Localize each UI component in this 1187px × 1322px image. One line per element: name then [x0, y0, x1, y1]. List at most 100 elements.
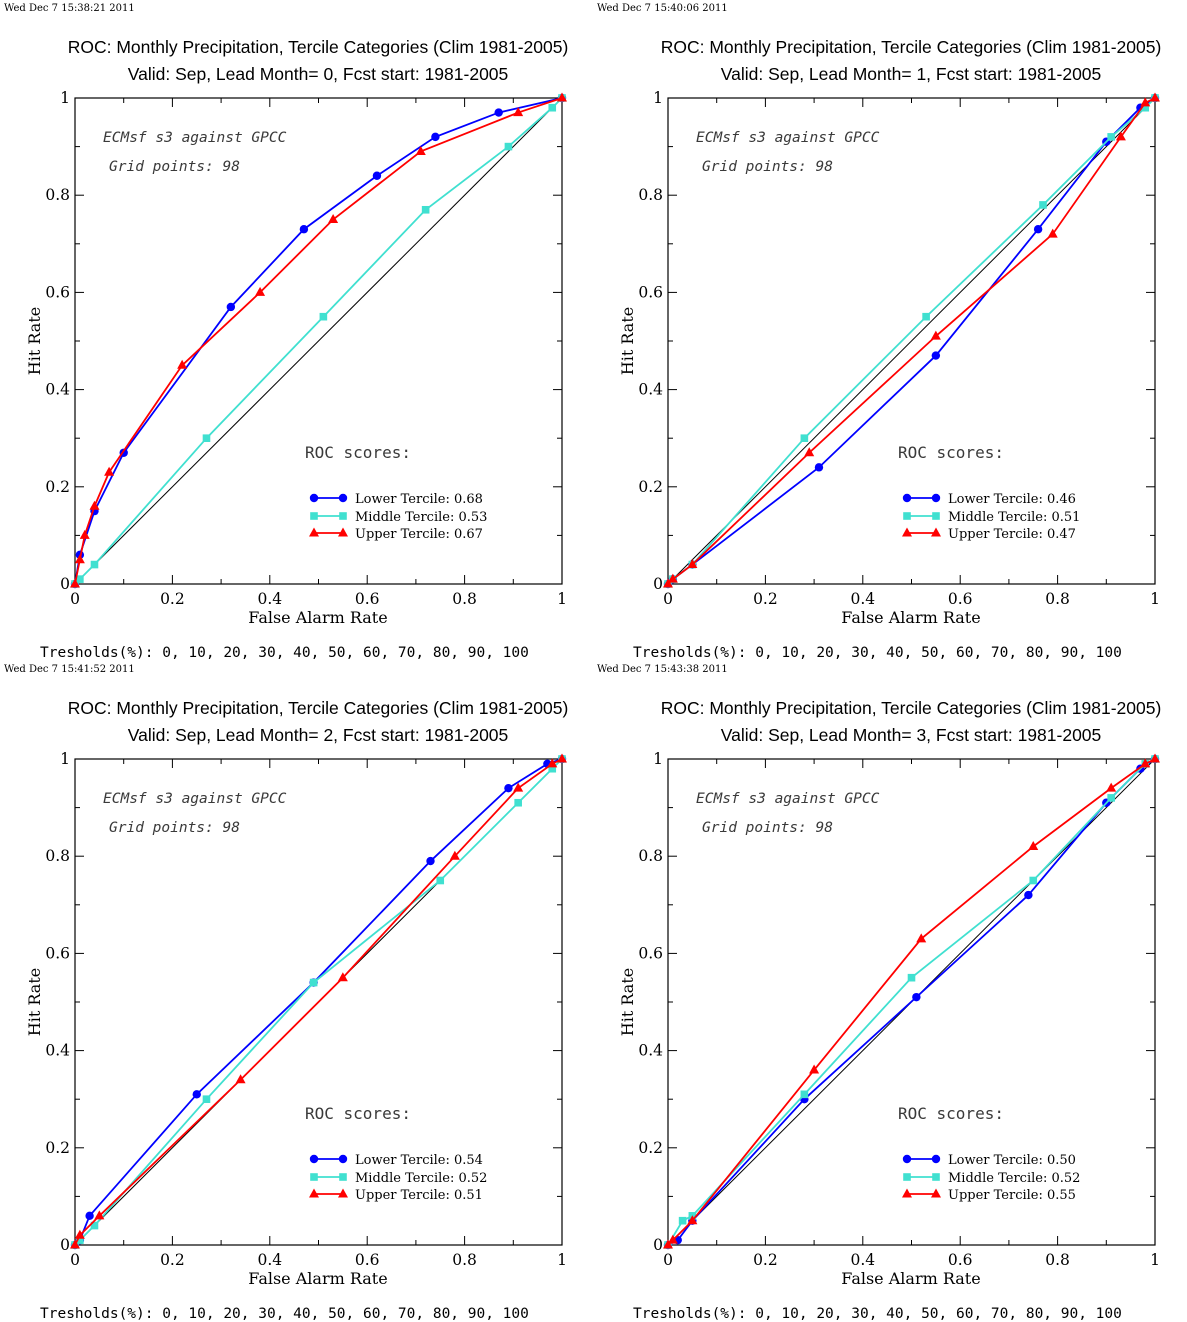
data-point-middle [436, 876, 445, 885]
data-point-middle [202, 434, 211, 442]
data-point-upper [337, 972, 348, 982]
chart-title: ROC: Monthly Precipitation, Tercile Cate… [661, 698, 1162, 718]
data-point-upper [449, 850, 460, 860]
legend-marker-upper [902, 527, 912, 537]
legend-marker-upper [931, 527, 941, 537]
data-point-middle [90, 560, 99, 569]
roc-scores-heading: ROC scores: [305, 1104, 411, 1123]
legend-marker-lower [902, 493, 912, 503]
thresholds-text: Tresholds(%): 0, 10, 20, 30, 40, 50, 60,… [633, 1306, 1122, 1322]
data-point-upper [235, 1074, 246, 1084]
legend-label-upper: Upper Tercile: 0.51 [355, 1188, 483, 1203]
legend-label-upper: Upper Tercile: 0.47 [948, 527, 1076, 542]
data-point-lower [494, 108, 503, 117]
legend-marker-lower [931, 1154, 941, 1164]
data-point-upper [328, 214, 339, 223]
data-point-middle [76, 575, 84, 583]
data-point-lower [426, 856, 435, 866]
legend-marker-upper [931, 1188, 941, 1198]
y-tick-label: 1 [60, 89, 70, 107]
roc-panel-lead-3: Wed Dec 7 15:43:38 2011 ROC: Monthly Pre… [593, 661, 1186, 1322]
data-point-upper [1150, 753, 1160, 763]
annotation-grid-points: Grid points: 98 [109, 159, 240, 175]
chart-subtitle: Valid: Sep, Lead Month= 2, Fcst start: 1… [128, 725, 509, 745]
data-point-upper [89, 500, 100, 510]
legend: Lower Tercile: 0.50 Middle Tercile: 0.52… [902, 1153, 1080, 1203]
x-tick-label: 0.2 [753, 590, 778, 608]
data-point-upper [916, 933, 927, 943]
annotation-model: ECMsf s3 against GPCC [696, 791, 880, 807]
y-tick-label: 0 [653, 575, 663, 593]
x-tick-label: 0.6 [355, 590, 380, 608]
legend-marker-middle [903, 1173, 911, 1181]
chart-title: ROC: Monthly Precipitation, Tercile Cate… [661, 37, 1162, 57]
legend-marker-lower [931, 493, 941, 503]
legend: Lower Tercile: 0.54 Middle Tercile: 0.52… [309, 1153, 487, 1203]
y-tick-label: 0.8 [45, 186, 70, 204]
annotation-grid-points: Grid points: 98 [702, 820, 833, 836]
x-tick-label: 0 [663, 590, 673, 608]
data-point-middle [922, 312, 930, 321]
roc-chart-svg: Wed Dec 7 15:40:06 2011 ROC: Monthly Pre… [597, 3, 1162, 661]
roc-panel-lead-1: Wed Dec 7 15:40:06 2011 ROC: Monthly Pre… [593, 0, 1186, 661]
data-point-lower [85, 1211, 94, 1221]
chart-subtitle: Valid: Sep, Lead Month= 3, Fcst start: 1… [721, 725, 1102, 745]
y-tick-label: 0 [653, 1236, 663, 1254]
roc-chart-svg: Wed Dec 7 15:38:21 2011 ROC: Monthly Pre… [4, 3, 568, 661]
timestamp: Wed Dec 7 15:41:52 2011 [4, 664, 135, 675]
x-tick-label: 0.8 [1045, 590, 1070, 608]
x-tick-label: 0.8 [452, 1251, 477, 1269]
data-point-upper [79, 529, 90, 539]
timestamp: Wed Dec 7 15:40:06 2011 [597, 3, 728, 14]
legend-marker-upper [338, 527, 348, 537]
data-point-middle [1141, 103, 1150, 112]
data-point-upper [94, 1210, 105, 1220]
series-line-lower [74, 97, 563, 585]
legend-label-middle: Middle Tercile: 0.52 [948, 1171, 1080, 1186]
data-point-upper [1115, 131, 1126, 141]
annotation-model: ECMsf s3 against GPCC [696, 130, 880, 146]
data-point-middle [202, 1095, 211, 1103]
x-tick-label: 0.2 [753, 1251, 778, 1269]
data-point-middle [319, 312, 328, 321]
roc-panel-lead-2: Wed Dec 7 15:41:52 2011 ROC: Monthly Pre… [0, 661, 593, 1322]
x-tick-label: 0.4 [850, 1251, 875, 1269]
data-point-middle [548, 103, 557, 112]
data-point-upper [1140, 97, 1151, 107]
x-tick-label: 0.8 [452, 590, 477, 608]
x-tick-label: 0 [70, 1251, 80, 1269]
legend-marker-middle [903, 512, 911, 520]
roc-scores-heading: ROC scores: [898, 443, 1004, 462]
data-point-middle [1107, 794, 1115, 802]
data-point-middle [800, 1090, 809, 1099]
data-point-upper [1140, 758, 1151, 768]
annotation-grid-points: Grid points: 98 [702, 159, 833, 175]
data-point-lower [299, 225, 309, 234]
data-point-upper [255, 286, 266, 296]
chart-subtitle: Valid: Sep, Lead Month= 0, Fcst start: 1… [128, 64, 509, 84]
plot-area: 0 0.2 0.4 0.6 0.8 1 0 0.2 0.4 0.6 0.8 1 [638, 89, 1160, 608]
data-point-middle [309, 978, 318, 987]
data-point-lower [372, 171, 382, 180]
x-tick-label: 0.4 [257, 590, 282, 608]
legend-marker-middle [932, 1173, 940, 1181]
x-tick-label: 0.2 [160, 590, 185, 608]
data-point-middle [907, 973, 916, 982]
y-tick-label: 0.2 [45, 1139, 70, 1157]
y-tick-label: 0.6 [638, 283, 663, 301]
y-tick-label: 0.6 [638, 944, 663, 962]
data-point-upper [557, 753, 567, 763]
data-point-upper [1028, 840, 1039, 850]
x-tick-label: 0.4 [257, 1251, 282, 1269]
data-point-upper [104, 466, 115, 476]
x-tick-label: 1 [1150, 590, 1160, 608]
legend-label-lower: Lower Tercile: 0.68 [355, 492, 483, 507]
x-tick-label: 0 [70, 590, 80, 608]
legend-marker-middle [339, 1173, 347, 1181]
legend-label-upper: Upper Tercile: 0.55 [948, 1188, 1076, 1203]
x-tick-label: 1 [557, 1251, 567, 1269]
x-tick-label: 0.4 [850, 590, 875, 608]
data-point-lower [192, 1090, 201, 1099]
data-point-middle [421, 205, 430, 214]
y-axis-label: Hit Rate [25, 968, 44, 1036]
